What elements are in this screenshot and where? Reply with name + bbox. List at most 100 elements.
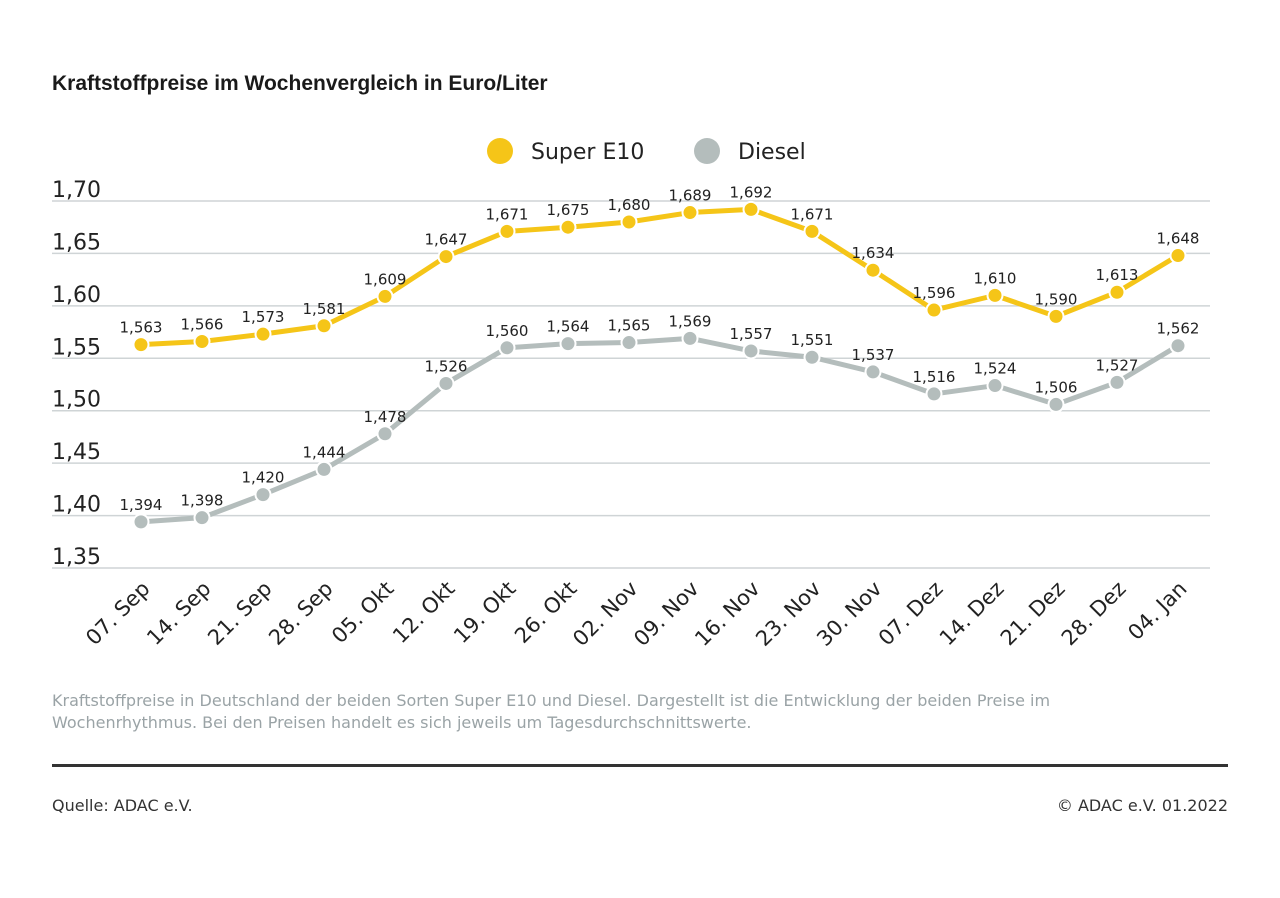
data-point: [986, 286, 1004, 304]
y-tick-label: 1,50: [52, 388, 101, 413]
data-label: 1,551: [791, 331, 834, 349]
data-point: [681, 329, 699, 347]
chart-note: Kraftstoffpreise in Deutschland der beid…: [52, 691, 1051, 732]
data-label: 1,560: [486, 322, 529, 340]
data-label: 1,506: [1035, 378, 1078, 396]
data-label: 1,557: [730, 325, 773, 343]
data-point: [437, 248, 455, 266]
copyright-text: © ADAC e.V. 01.2022: [1056, 796, 1228, 815]
data-point: [132, 336, 150, 354]
x-tick-label: 28. Dez: [1057, 577, 1131, 651]
series-line: [140, 335, 1180, 525]
divider: [52, 764, 1228, 767]
data-point: [315, 317, 333, 335]
x-tick-label: 09. Nov: [629, 577, 703, 651]
y-tick-label: 1,40: [52, 493, 101, 518]
data-label: 1,675: [547, 201, 590, 219]
data-label: 1,569: [669, 312, 712, 330]
data-label: 1,647: [425, 231, 468, 249]
source-text: Quelle: ADAC e.V.: [52, 796, 193, 815]
x-tick-label: 14. Dez: [935, 577, 1009, 651]
data-label: 1,526: [425, 357, 468, 375]
data-label: 1,610: [974, 269, 1017, 287]
y-tick-label: 1,55: [52, 335, 101, 360]
data-point: [742, 342, 760, 360]
data-label: 1,671: [486, 205, 529, 223]
legend-marker: [694, 138, 720, 164]
data-point: [1047, 307, 1065, 325]
x-tick-label: 07. Sep: [81, 577, 154, 650]
data-point: [681, 204, 699, 222]
data-label: 1,581: [303, 300, 346, 318]
y-tick-label: 1,45: [52, 440, 101, 465]
y-tick-label: 1,65: [52, 230, 101, 255]
x-tick-label: 02. Nov: [568, 577, 642, 651]
x-tick-label: 12. Okt: [388, 577, 459, 648]
data-point: [1108, 373, 1126, 391]
x-tick-label: 21. Sep: [203, 577, 276, 650]
data-point: [803, 222, 821, 240]
legend-marker: [487, 138, 513, 164]
data-point: [620, 213, 638, 231]
data-label: 1,680: [608, 196, 651, 214]
data-label: 1,613: [1096, 266, 1139, 284]
data-point: [1169, 247, 1187, 265]
data-point: [986, 377, 1004, 395]
data-label: 1,562: [1157, 320, 1200, 338]
data-label: 1,609: [364, 270, 407, 288]
x-tick-label: 07. Dez: [874, 577, 948, 651]
x-tick-label: 14. Sep: [142, 577, 215, 650]
y-tick-label: 1,70: [52, 178, 101, 203]
data-point: [498, 222, 516, 240]
data-point: [803, 348, 821, 366]
x-tick-label: 05. Okt: [327, 577, 398, 648]
data-label: 1,537: [852, 346, 895, 364]
data-point: [1108, 283, 1126, 301]
x-tick-label: 28. Sep: [264, 577, 337, 650]
data-label: 1,566: [181, 316, 224, 334]
x-tick-label: 23. Nov: [751, 577, 825, 651]
data-label: 1,516: [913, 368, 956, 386]
data-label: 1,394: [120, 496, 163, 514]
data-point: [254, 325, 272, 343]
data-label: 1,398: [181, 492, 224, 510]
data-label: 1,590: [1035, 290, 1078, 308]
data-point: [437, 374, 455, 392]
data-point: [193, 333, 211, 351]
data-point: [742, 200, 760, 218]
data-point: [193, 509, 211, 527]
chart-title: Kraftstoffpreise im Wochenvergleich in E…: [52, 72, 548, 95]
series-line: [140, 206, 1180, 348]
data-label: 1,420: [242, 469, 285, 487]
data-label: 1,689: [669, 187, 712, 205]
data-label: 1,565: [608, 317, 651, 335]
data-point: [254, 486, 272, 504]
data-label: 1,692: [730, 183, 773, 201]
data-point: [1169, 337, 1187, 355]
data-point: [376, 425, 394, 443]
data-label: 1,564: [547, 318, 590, 336]
y-tick-label: 1,35: [52, 545, 101, 570]
data-point: [925, 301, 943, 319]
data-point: [498, 339, 516, 357]
data-label: 1,563: [120, 319, 163, 337]
y-tick-label: 1,60: [52, 283, 101, 308]
data-label: 1,648: [1157, 230, 1200, 248]
data-point: [559, 218, 577, 236]
data-point: [620, 334, 638, 352]
data-point: [864, 363, 882, 381]
x-tick-label: 30. Nov: [812, 577, 886, 651]
data-point: [925, 385, 943, 403]
data-label: 1,478: [364, 408, 407, 426]
data-label: 1,527: [1096, 356, 1139, 374]
data-point: [864, 261, 882, 279]
data-label: 1,573: [242, 308, 285, 326]
x-tick-label: 16. Nov: [690, 577, 764, 651]
data-point: [1047, 395, 1065, 413]
data-point: [132, 513, 150, 531]
data-label: 1,444: [303, 443, 346, 461]
data-label: 1,596: [913, 284, 956, 302]
legend-label: Diesel: [738, 140, 806, 165]
